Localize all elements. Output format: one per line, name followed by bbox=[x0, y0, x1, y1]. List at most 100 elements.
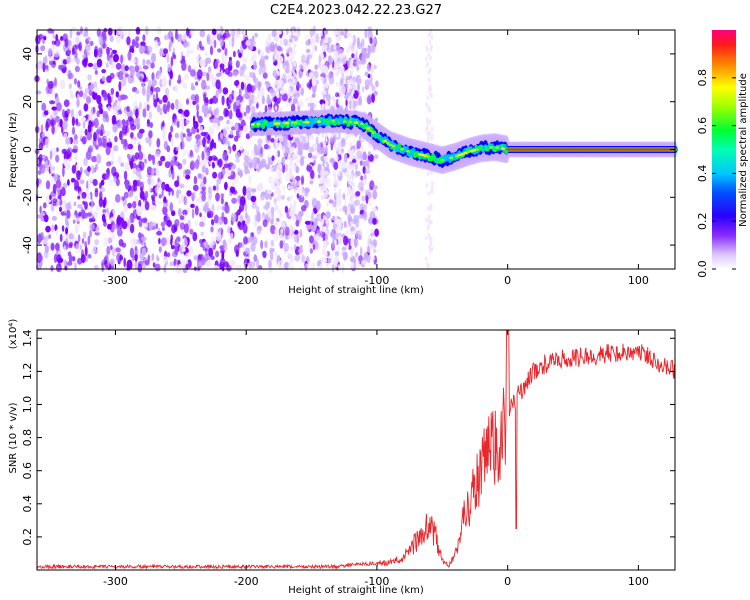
noise-speck bbox=[199, 239, 204, 244]
noise-streak bbox=[322, 63, 325, 69]
noise-speck bbox=[296, 193, 300, 199]
noise-speck bbox=[188, 49, 195, 55]
noise-speck bbox=[170, 125, 174, 133]
noise-streak bbox=[290, 246, 293, 252]
noise-speck bbox=[171, 169, 175, 180]
noise-speck bbox=[151, 196, 155, 202]
noise-speck bbox=[295, 77, 298, 87]
noise-streak bbox=[275, 137, 279, 142]
noise-streak bbox=[320, 67, 323, 73]
noise-speck bbox=[194, 94, 199, 104]
noise-streak bbox=[277, 83, 281, 89]
ridge-peak bbox=[331, 119, 336, 123]
noise-speck bbox=[163, 34, 169, 41]
noise-speck bbox=[305, 40, 311, 46]
noise-speck bbox=[102, 138, 107, 148]
noise-speck bbox=[211, 204, 215, 213]
spectrogram-y-axis-label: Frequency (Hz) bbox=[8, 112, 19, 188]
noise-speck bbox=[87, 178, 91, 189]
noise-speck bbox=[88, 145, 94, 153]
noise-speck bbox=[116, 228, 123, 237]
noise-speck bbox=[175, 146, 180, 152]
noise-speck bbox=[82, 200, 86, 205]
noise-speck bbox=[105, 130, 111, 137]
noise-speck bbox=[164, 87, 170, 97]
noise-streak bbox=[336, 36, 340, 42]
noise-streak bbox=[351, 188, 355, 194]
noise-speck bbox=[52, 33, 56, 40]
noise-streak bbox=[323, 56, 327, 62]
noise-speck bbox=[356, 42, 363, 50]
noise-speck bbox=[364, 79, 371, 88]
noise-speck bbox=[79, 90, 84, 98]
noise-streak bbox=[277, 63, 281, 68]
noise-speck bbox=[312, 37, 317, 43]
noise-streak bbox=[333, 259, 337, 265]
noise-speck bbox=[243, 111, 247, 117]
noise-speck bbox=[182, 247, 186, 252]
noise-speck bbox=[129, 247, 134, 258]
noise-speck bbox=[251, 201, 257, 209]
noise-speck bbox=[76, 31, 81, 36]
noise-speck bbox=[42, 154, 46, 159]
noise-speck bbox=[151, 253, 155, 261]
noise-speck bbox=[212, 185, 217, 191]
noise-speck bbox=[87, 62, 94, 68]
noise-speck bbox=[89, 229, 93, 238]
noise-speck bbox=[330, 251, 335, 262]
x-tick-label: -100 bbox=[364, 575, 389, 588]
noise-streak bbox=[288, 67, 292, 72]
noise-streak bbox=[336, 202, 339, 208]
noise-speck bbox=[162, 94, 168, 103]
noise-speck bbox=[249, 99, 253, 107]
noise-speck bbox=[141, 217, 148, 223]
noise-speck bbox=[336, 238, 339, 246]
noise-speck bbox=[226, 148, 230, 155]
noise-speck bbox=[355, 259, 360, 270]
noise-speck bbox=[71, 214, 77, 220]
noise-speck bbox=[331, 216, 336, 221]
y-tick-label: 0.4 bbox=[21, 495, 34, 513]
noise-speck bbox=[370, 63, 375, 74]
noise-speck bbox=[221, 211, 225, 222]
noise-streak bbox=[278, 261, 281, 266]
noise-streak bbox=[352, 85, 356, 90]
noise-streak bbox=[349, 42, 353, 48]
noise-speck bbox=[44, 240, 51, 246]
noise-speck bbox=[182, 82, 188, 89]
noise-speck bbox=[172, 250, 178, 258]
noise-speck bbox=[121, 242, 127, 248]
noise-speck bbox=[353, 241, 359, 247]
noise-speck bbox=[55, 40, 61, 45]
noise-speck bbox=[87, 235, 91, 246]
noise-speck bbox=[157, 256, 160, 262]
noise-speck bbox=[210, 255, 215, 260]
noise-streak bbox=[352, 230, 356, 235]
noise-speck bbox=[329, 157, 336, 164]
noise-streak bbox=[425, 102, 428, 107]
noise-speck bbox=[364, 28, 368, 39]
noise-speck bbox=[220, 193, 225, 198]
noise-speck bbox=[122, 141, 129, 151]
noise-speck bbox=[262, 219, 268, 228]
noise-speck bbox=[261, 95, 265, 105]
noise-speck bbox=[135, 26, 141, 35]
noise-speck bbox=[221, 53, 225, 62]
colorbar-scale bbox=[712, 30, 736, 269]
noise-streak bbox=[429, 241, 433, 247]
noise-streak bbox=[427, 87, 431, 93]
noise-speck bbox=[82, 53, 87, 60]
noise-speck bbox=[279, 33, 283, 39]
noise-streak bbox=[293, 89, 296, 94]
noise-streak bbox=[324, 243, 327, 249]
noise-streak bbox=[324, 65, 328, 70]
noise-speck bbox=[232, 70, 239, 77]
noise-speck bbox=[161, 183, 165, 191]
noise-speck bbox=[306, 165, 313, 172]
noise-speck bbox=[166, 219, 172, 228]
noise-speck bbox=[311, 198, 318, 209]
noise-speck bbox=[166, 52, 170, 64]
noise-speck bbox=[117, 70, 124, 81]
noise-speck bbox=[267, 33, 272, 41]
noise-speck bbox=[54, 77, 57, 87]
